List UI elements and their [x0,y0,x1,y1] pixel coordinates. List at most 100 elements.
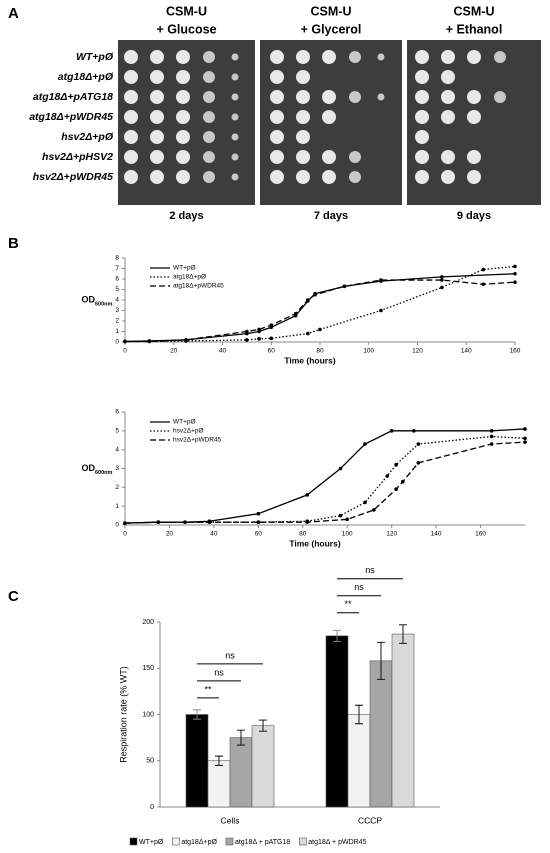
spot [322,170,336,184]
legend-swatch [172,837,180,846]
x-tick-label: 100 [342,531,353,538]
spot [467,90,481,104]
data-point [440,285,444,290]
data-point [306,298,310,302]
data-point [269,323,274,328]
spot [176,70,190,84]
spot [415,170,429,184]
y-tick-label: 1 [115,503,119,510]
x-tick-label: 80 [316,348,324,355]
data-point [256,520,261,524]
data-point [394,462,398,467]
spot [150,90,164,104]
data-point [440,278,444,282]
spot [203,51,215,63]
error-bar [377,641,385,680]
error-bar [237,729,245,746]
y-tick-label: 0 [115,339,119,346]
spot [467,170,481,184]
spot [322,50,336,64]
legend-label: WT+pØ [139,839,164,846]
spot [270,110,284,124]
data-point [489,442,494,446]
error-bar [215,755,223,766]
y-tick-label: 2 [115,318,119,325]
x-tick-label: CCCP [358,815,382,825]
data-point [293,311,298,316]
data-point [245,338,249,342]
spot [377,93,385,101]
spot [349,171,361,183]
data-point [245,329,249,334]
x-tick-label: 140 [431,531,442,538]
data-point [363,442,367,446]
spot [296,150,310,164]
spot [415,150,429,164]
y-axis-label-subscript: 600nm [95,301,113,307]
spot [415,70,429,84]
spot [231,133,239,141]
spot [124,150,138,164]
y-tick-label: 150 [142,665,154,672]
data-point [379,278,383,282]
data-point [489,429,494,433]
legend-label: WT+pØ [173,419,196,426]
time-label: 7 days [314,210,348,222]
spot [124,90,138,104]
spot [150,150,164,164]
data-point [184,338,188,342]
strain-label: WT+pØ [76,51,114,63]
error-bar [355,704,363,725]
data-point [412,429,416,433]
spot [150,130,164,144]
data-point [385,474,390,478]
y-axis-label: Respiration rate (% WT) [118,666,128,763]
strain-label: hsv2Δ+pWDR45 [33,171,113,183]
significance-label: ns [365,565,375,575]
legend-label: WT+pØ [173,265,196,272]
x-tick-label: 60 [268,348,276,355]
x-tick-label: 160 [475,531,486,538]
spot [270,130,284,144]
significance-label: ns [214,667,224,677]
spot [150,170,164,184]
data-point [269,336,274,341]
legend-label: atg18Δ + pWDR45 [308,839,366,846]
spot [270,170,284,184]
panel-label: A [8,5,19,22]
significance-label: ns [354,582,364,592]
spot [494,91,506,103]
strain-label: hsv2Δ+pHSV2 [42,151,113,163]
spot [203,131,215,143]
spot [176,150,190,164]
spot [150,110,164,124]
bar [207,760,231,808]
spot [270,150,284,164]
spot [349,91,361,103]
data-point [481,282,486,287]
spot [415,90,429,104]
carbon-label: + Glucose [156,22,216,36]
y-tick-label: 7 [115,265,119,272]
legend-label: hsv2Δ+pWDR45 [173,437,222,444]
legend-label: hsv2Δ+pØ [173,428,204,435]
spot [203,71,215,83]
data-point [372,508,376,512]
data-point [345,517,350,522]
data-point [338,513,343,518]
spot [176,50,190,64]
bar [369,660,393,808]
data-point [257,337,261,341]
data-point [342,284,347,289]
data-point [416,461,421,465]
legend-swatch [298,837,307,846]
series-line [124,435,526,524]
spot [203,111,215,123]
spot [296,110,310,124]
spot [270,50,284,64]
strain-label: atg18Δ+pØ [58,71,114,83]
legend-swatch [129,837,138,846]
y-tick-label: 4 [115,297,119,304]
error-bar [333,629,341,642]
